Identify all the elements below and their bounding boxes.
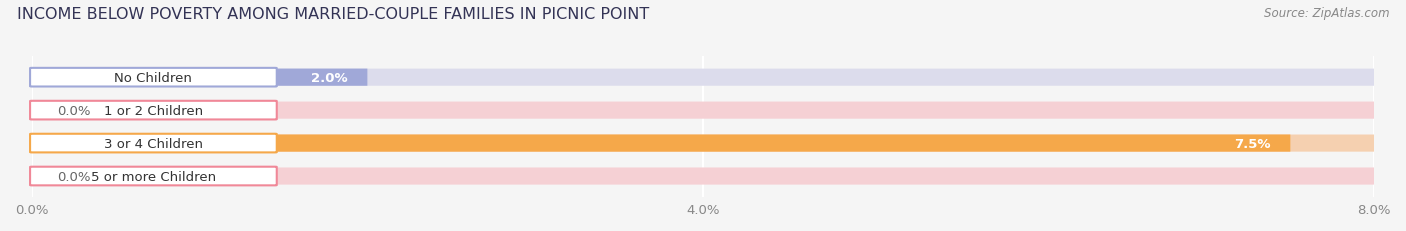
FancyBboxPatch shape [32, 135, 1291, 152]
FancyBboxPatch shape [30, 101, 277, 120]
FancyBboxPatch shape [32, 69, 367, 86]
Text: Source: ZipAtlas.com: Source: ZipAtlas.com [1264, 7, 1389, 20]
FancyBboxPatch shape [30, 167, 277, 185]
Text: 5 or more Children: 5 or more Children [91, 170, 217, 183]
Text: 7.5%: 7.5% [1233, 137, 1270, 150]
FancyBboxPatch shape [30, 134, 277, 153]
FancyBboxPatch shape [30, 69, 277, 87]
FancyBboxPatch shape [32, 135, 1374, 152]
FancyBboxPatch shape [32, 168, 1374, 185]
FancyBboxPatch shape [32, 102, 1374, 119]
Text: 2.0%: 2.0% [311, 71, 347, 84]
Text: No Children: No Children [114, 71, 193, 84]
Text: 0.0%: 0.0% [56, 170, 90, 183]
Text: INCOME BELOW POVERTY AMONG MARRIED-COUPLE FAMILIES IN PICNIC POINT: INCOME BELOW POVERTY AMONG MARRIED-COUPL… [17, 7, 650, 22]
Text: 1 or 2 Children: 1 or 2 Children [104, 104, 202, 117]
Text: 3 or 4 Children: 3 or 4 Children [104, 137, 202, 150]
Text: 0.0%: 0.0% [56, 104, 90, 117]
FancyBboxPatch shape [32, 69, 1374, 86]
